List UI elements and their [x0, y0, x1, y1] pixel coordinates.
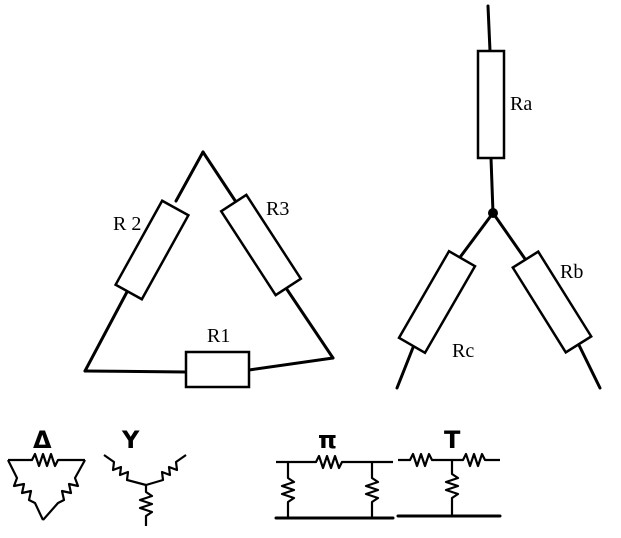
resistor-r1-label: R1 — [207, 325, 230, 347]
delta-symbol-top-wire — [8, 452, 85, 468]
star-wire-node-c — [453, 211, 495, 266]
star-wire-b-end — [574, 337, 602, 390]
resistor-r2-label: R 2 — [113, 213, 141, 235]
delta-symbol: Δ — [7, 426, 86, 521]
delta-wire-bottom-right — [247, 356, 335, 372]
tee-symbol-top-wire — [398, 452, 500, 468]
delta-symbol-label: Δ — [33, 426, 52, 454]
wye-symbol-label: Y — [121, 426, 140, 454]
delta-symbol-right-wire — [42, 459, 86, 521]
star-wire-node-b — [491, 211, 532, 268]
pi-symbol-label: π — [318, 426, 337, 454]
wye-symbol-right-arm — [145, 454, 187, 487]
resistor-r2 — [113, 199, 191, 301]
tee-symbol: T — [396, 426, 502, 518]
delta-wire-right-top — [201, 150, 238, 204]
pi-symbol-top-wire — [276, 454, 393, 470]
pi-symbol: π — [274, 426, 395, 520]
resistor-r1 — [184, 350, 251, 389]
tee-symbol-shunt — [444, 460, 460, 516]
resistor-ra — [476, 49, 506, 160]
delta-wire-right-bottom — [284, 286, 335, 360]
star-center-node — [488, 208, 498, 218]
star-wire-c-end — [395, 338, 418, 390]
resistor-rb-label: Rb — [560, 261, 583, 283]
pi-symbol-right-shunt — [364, 462, 380, 518]
resistor-r3-label: R3 — [266, 198, 289, 220]
resistor-rc-label: Rc — [452, 340, 474, 362]
star-wire-top — [486, 4, 492, 53]
delta-wire-left-top — [174, 150, 205, 203]
resistor-ra-label: Ra — [510, 93, 532, 115]
wye-symbol-left-arm — [103, 454, 147, 487]
delta-network: R 2 R3 R1 — [83, 150, 335, 389]
wye-symbol: Y — [103, 426, 187, 526]
delta-wire-left-bottom — [83, 288, 130, 373]
pi-symbol-left-shunt — [280, 462, 296, 518]
wye-symbol-bottom-arm — [138, 485, 154, 526]
resistor-rb — [511, 249, 593, 355]
resistor-r3 — [219, 193, 303, 297]
delta-wire-bottom-left — [83, 369, 188, 374]
star-network: Ra Rb Rc — [395, 4, 602, 390]
resistor-rc — [397, 249, 477, 355]
star-wire-a-node — [489, 156, 495, 215]
delta-symbol-left-wire — [7, 459, 44, 521]
tee-symbol-label: T — [444, 426, 461, 454]
